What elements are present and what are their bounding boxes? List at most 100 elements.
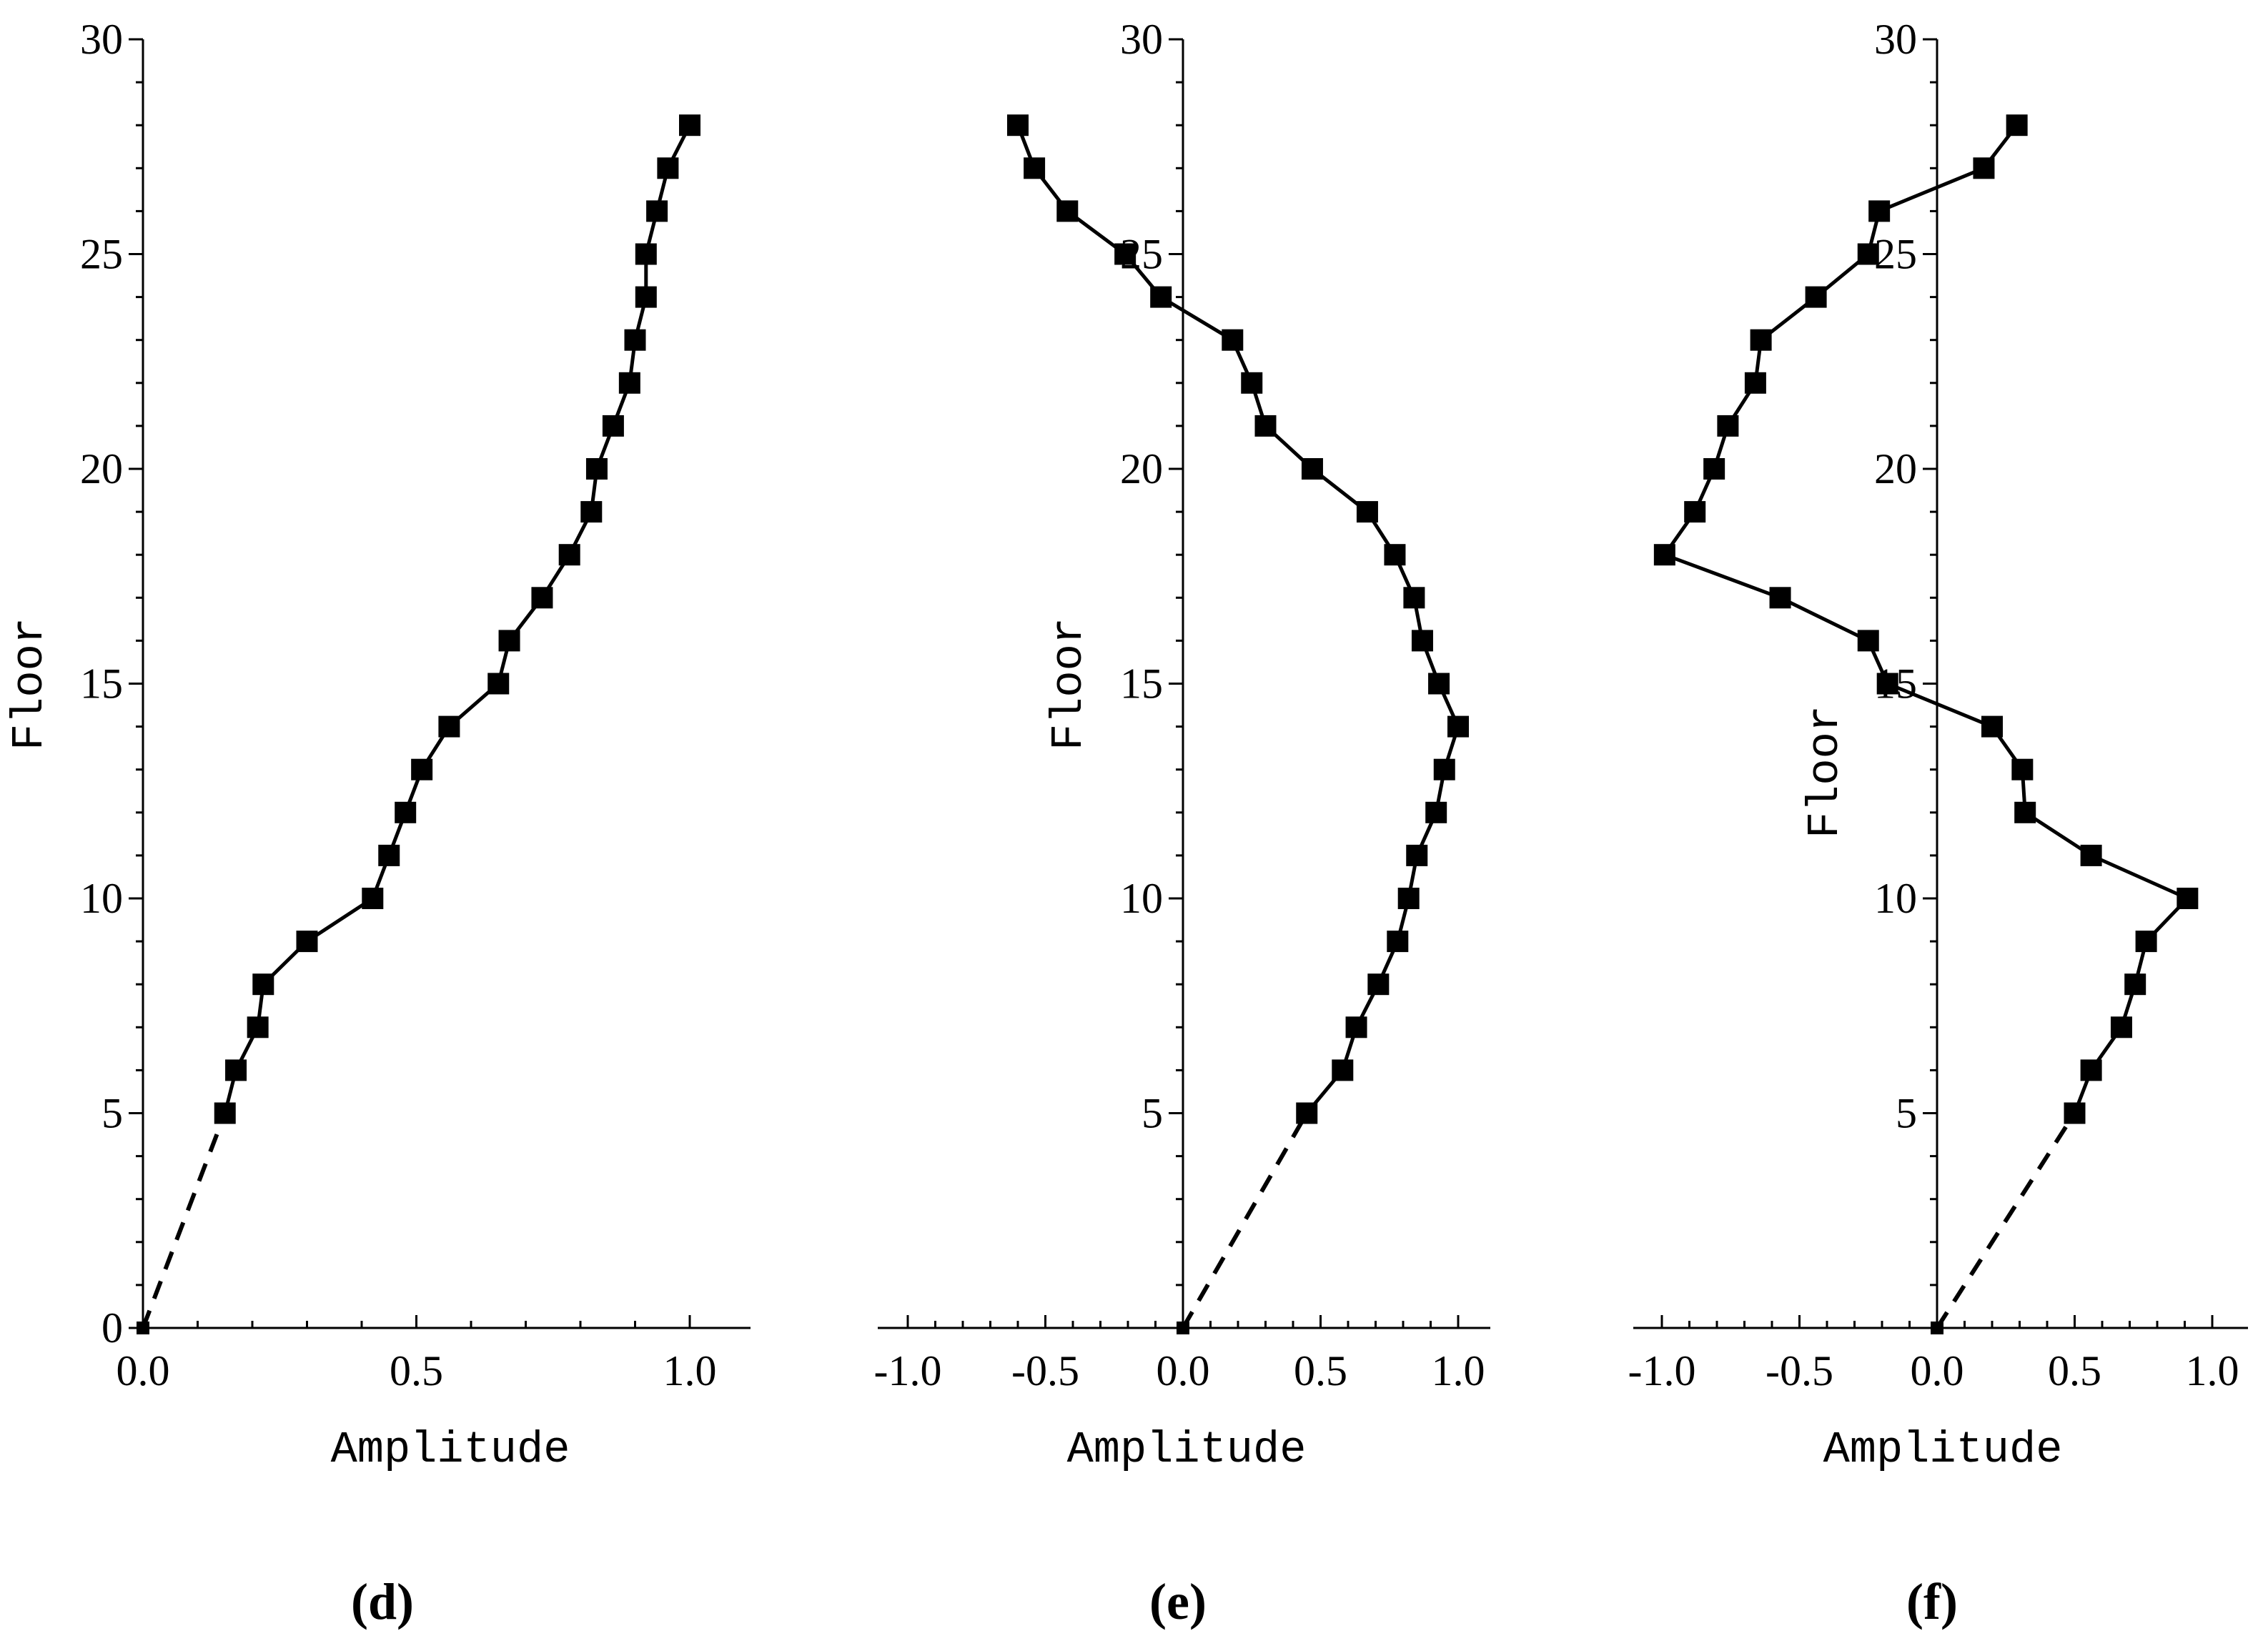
data-point <box>411 758 433 780</box>
data-point <box>679 114 700 137</box>
y-tick-label: 20 <box>1120 445 1163 492</box>
series-segment <box>1886 682 1993 728</box>
x-tick-label: 0.5 <box>390 1347 443 1394</box>
panel-2: -1.0-0.50.00.51.051015202530AmplitudeFlo… <box>1628 16 2248 1630</box>
data-point <box>1296 1102 1318 1124</box>
data-point <box>531 587 553 609</box>
x-tick-label: 1.0 <box>1432 1347 1485 1394</box>
series-segment <box>1663 552 1781 600</box>
data-point <box>2064 1102 2086 1124</box>
x-tick-label: 0.5 <box>2048 1347 2101 1394</box>
y-tick-label: 15 <box>80 660 123 708</box>
x-tick-label: 1.0 <box>663 1347 717 1394</box>
data-point <box>296 931 318 953</box>
y-tick-label: 25 <box>1874 231 1917 278</box>
data-point <box>1769 587 1791 609</box>
data-point <box>1222 329 1244 351</box>
data-point <box>1403 587 1425 609</box>
data-point <box>1345 1016 1367 1038</box>
data-point <box>247 1016 269 1038</box>
x-tick-label: -1.0 <box>1628 1347 1696 1394</box>
data-point <box>1411 630 1433 652</box>
data-point <box>395 801 417 823</box>
series-segment <box>1181 1112 1309 1329</box>
data-point <box>1254 415 1277 437</box>
y-axis-title: Floor <box>4 618 55 750</box>
x-tick-label: 1.0 <box>2186 1347 2239 1394</box>
x-tick-label: 0.0 <box>1911 1347 1964 1394</box>
panel-label: (d) <box>351 1573 414 1630</box>
data-point <box>225 1059 247 1081</box>
data-point <box>1397 888 1420 909</box>
data-point <box>1973 157 1995 179</box>
data-point <box>1150 286 1172 308</box>
data-point <box>1114 243 1137 265</box>
data-point <box>624 329 646 351</box>
series-segment <box>306 896 374 943</box>
data-point <box>635 286 657 308</box>
series-segment <box>2090 853 2189 901</box>
series-segment <box>1159 295 1234 342</box>
y-tick-label: 10 <box>80 875 123 922</box>
data-point <box>1744 372 1766 394</box>
x-tick-label: 0.0 <box>1157 1347 1210 1394</box>
data-point <box>1024 157 1046 179</box>
data-point <box>214 1102 236 1124</box>
y-tick-label: 10 <box>1120 875 1163 922</box>
data-point <box>2110 1016 2132 1038</box>
data-point <box>585 458 608 480</box>
data-point <box>362 888 384 909</box>
series-segment <box>1935 1111 2077 1329</box>
data-point <box>1356 501 1378 523</box>
data-point <box>1703 458 1725 480</box>
data-point <box>2011 758 2034 780</box>
x-axis-title: Amplitude <box>1067 1424 1307 1475</box>
data-point <box>1684 501 1706 523</box>
data-point <box>1384 544 1406 566</box>
data-point <box>2177 888 2199 909</box>
data-point <box>1868 200 1891 222</box>
y-tick-label: 5 <box>1896 1090 1917 1137</box>
data-point <box>2080 844 2102 866</box>
data-point <box>580 501 603 523</box>
y-tick-label: 30 <box>1120 16 1163 63</box>
data-point <box>1981 715 2003 738</box>
y-tick-label: 25 <box>80 231 123 278</box>
data-point <box>2135 931 2157 953</box>
data-point <box>438 715 460 738</box>
y-tick-label: 20 <box>80 445 123 492</box>
data-point <box>1387 931 1409 953</box>
x-tick-label: 0.5 <box>1294 1347 1347 1394</box>
data-point <box>558 544 580 566</box>
data-point <box>635 243 657 265</box>
data-point <box>657 157 679 179</box>
data-point <box>1177 1322 1189 1334</box>
panel-label: (e) <box>1149 1573 1207 1630</box>
data-point <box>2124 973 2146 996</box>
data-point <box>137 1322 149 1334</box>
y-tick-label: 10 <box>1874 875 1917 922</box>
data-point <box>378 844 400 866</box>
data-point <box>1653 544 1675 566</box>
data-point <box>602 415 624 437</box>
series-segment <box>1878 166 1985 213</box>
data-point <box>1750 329 1772 351</box>
data-point <box>1433 758 1455 780</box>
y-tick-label: 5 <box>1142 1090 1163 1137</box>
data-point <box>1367 973 1390 996</box>
data-point <box>618 372 640 394</box>
data-point <box>1007 114 1029 137</box>
data-point <box>252 973 274 996</box>
data-point <box>646 200 668 222</box>
data-point <box>2080 1059 2102 1081</box>
x-axis-title: Amplitude <box>1823 1424 2063 1475</box>
data-point <box>1857 630 1879 652</box>
series-segment <box>141 1112 227 1329</box>
data-point <box>1056 200 1079 222</box>
panel-1: -1.0 -0.5 0.0 0.5 1.051015202530AmplitudeFlo… <box>874 16 1490 1630</box>
data-point <box>1428 673 1450 695</box>
data-point <box>1447 715 1469 738</box>
data-point <box>487 673 510 695</box>
data-point <box>1717 415 1739 437</box>
